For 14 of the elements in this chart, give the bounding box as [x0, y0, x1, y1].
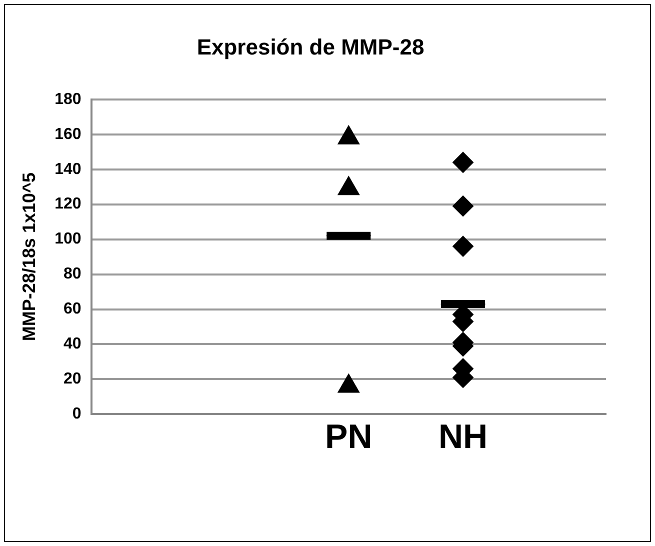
y-tick-label: 140	[54, 160, 82, 178]
y-tick-label: 0	[72, 406, 82, 423]
y-tick-label: 120	[54, 196, 82, 213]
y-tick-label: 60	[64, 300, 82, 318]
y-tick-label: 20	[64, 370, 82, 388]
x-tick-label: PN	[325, 418, 372, 456]
y-axis-title: MMP-28/18s 1x10^5	[18, 172, 39, 342]
y-tick-label: 180	[54, 90, 82, 108]
y-tick-label: 100	[54, 230, 82, 248]
y-tick-label: 160	[54, 126, 82, 143]
x-tick-label: NH	[438, 418, 488, 456]
y-tick-label: 80	[64, 266, 82, 283]
y-tick-label: 40	[64, 336, 82, 353]
chart-title: Expresión de MMP-28	[196, 34, 424, 60]
